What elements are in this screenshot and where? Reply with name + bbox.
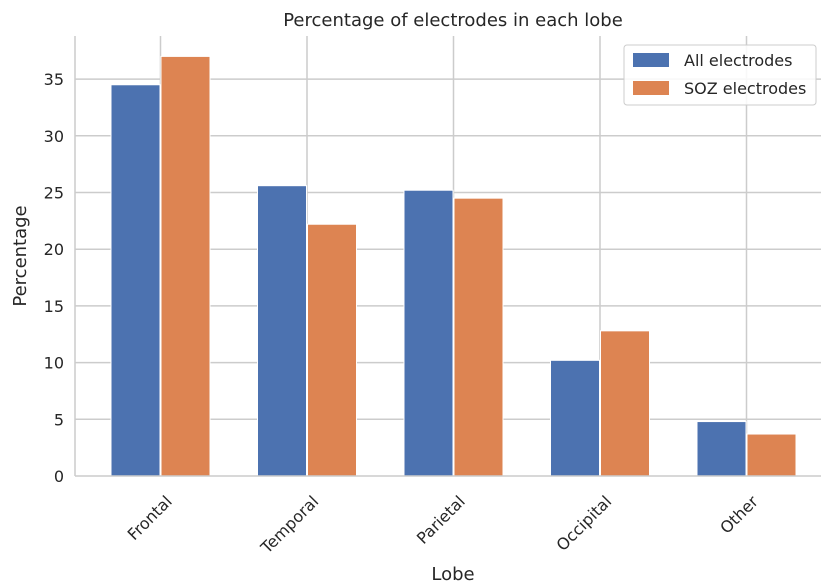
y-tick-label: 20 [44,240,64,259]
y-tick-label: 15 [44,297,64,316]
bar-all-electrodes-parietal [403,189,454,477]
bar-soz-electrodes-other [746,433,797,477]
bar-all-electrodes-frontal [110,84,161,477]
y-tick-label: 5 [54,410,64,429]
y-tick-label: 35 [44,70,64,89]
chart-title: Percentage of electrodes in each lobe [283,10,623,31]
bar-soz-electrodes-frontal [160,55,211,477]
y-tick-label: 10 [44,354,64,373]
x-axis-title: Lobe [431,564,474,581]
legend-swatch-all-electrodes [633,53,669,67]
y-axis-title: Percentage [10,205,31,306]
axes [74,36,821,477]
bar-all-electrodes-other [696,421,747,477]
legend: All electrodes SOZ electrodes [623,44,817,106]
y-tick-label: 25 [44,183,64,202]
bar-soz-electrodes-temporal [307,223,357,477]
bar-all-electrodes-occipital [550,359,600,477]
bar-soz-electrodes-occipital [600,330,650,477]
bar-soz-electrodes-parietal [453,197,504,477]
bar-all-electrodes-temporal [257,185,307,477]
legend-label-all-electrodes: All electrodes [684,51,792,70]
legend-swatch-soz-electrodes [633,81,669,95]
y-tick-labels: 0 5 10 15 20 25 30 35 [44,70,64,486]
legend-frame [623,44,817,106]
legend-label-soz-electrodes: SOZ electrodes [684,79,806,98]
y-tick-label: 0 [54,467,64,486]
y-tick-label: 30 [44,127,64,146]
bars [110,55,797,477]
